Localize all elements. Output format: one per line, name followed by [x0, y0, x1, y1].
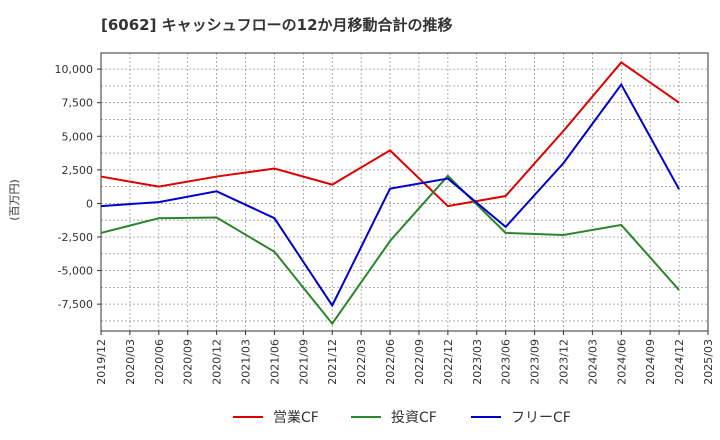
x-tick-label: 2024/03 — [586, 339, 599, 385]
series-lines — [100, 61, 680, 326]
y-axis-label: (百万円) — [8, 179, 21, 221]
y-tick-label: -5,000 — [58, 265, 93, 278]
plot-area — [100, 52, 709, 332]
series-line-0 — [100, 61, 680, 208]
x-tick-label: 2021/06 — [268, 339, 281, 385]
x-tick-label: 2023/03 — [471, 339, 484, 385]
y-tick-label: -2,500 — [58, 231, 93, 244]
y-tick-label: 0 — [86, 197, 93, 210]
x-tick-label: 2023/06 — [500, 339, 513, 385]
legend-label-2: フリーCF — [511, 410, 571, 426]
series-line-2 — [100, 82, 680, 308]
x-tick-label: 2023/12 — [557, 339, 570, 385]
x-tick-label: 2023/09 — [529, 339, 542, 385]
x-tick-label: 2025/03 — [702, 339, 715, 385]
x-tick-label: 2022/06 — [384, 339, 397, 385]
x-tick-label: 2022/03 — [355, 339, 368, 385]
legend-label-1: 投資CF — [391, 410, 437, 426]
y-tick-label: 7,500 — [62, 97, 94, 110]
x-tick-label: 2021/09 — [297, 339, 310, 385]
x-tick-label: 2021/12 — [326, 339, 339, 385]
x-tick-label: 2020/06 — [153, 339, 166, 385]
legend: 営業CF 投資CF フリーCF — [233, 410, 571, 426]
y-tick-label: -7,500 — [58, 298, 93, 311]
chart-title: [6062] キャッシュフローの12か月移動合計の推移 — [101, 16, 453, 34]
x-tick-label: 2022/09 — [413, 339, 426, 385]
x-tick-label: 2024/06 — [615, 339, 628, 385]
y-tick-label: 5,000 — [62, 130, 94, 143]
x-tick-label: 2020/12 — [211, 339, 224, 385]
series-line-1 — [100, 174, 680, 326]
y-tick-label: 2,500 — [62, 164, 94, 177]
x-axis: 2019/12 2020/03 2020/06 2020/09 2020/12 2021/… — [95, 331, 715, 385]
x-tick-label: 2022/12 — [442, 339, 455, 385]
y-tick-label: 10,000 — [55, 63, 94, 76]
x-tick-label: 2024/12 — [673, 339, 686, 385]
grid — [100, 53, 709, 331]
x-tick-label: 2020/03 — [124, 339, 137, 385]
x-tick-label: 2019/12 — [95, 339, 108, 385]
legend-label-0: 営業CF — [273, 410, 319, 426]
x-tick-label: 2021/03 — [240, 339, 253, 385]
y-axis: 10,000 7,500 5,000 2,500 0 -2,500 -5,000 -7,500 — [55, 63, 101, 311]
x-tick-label: 2020/09 — [182, 339, 195, 385]
x-tick-label: 2024/09 — [644, 339, 657, 385]
